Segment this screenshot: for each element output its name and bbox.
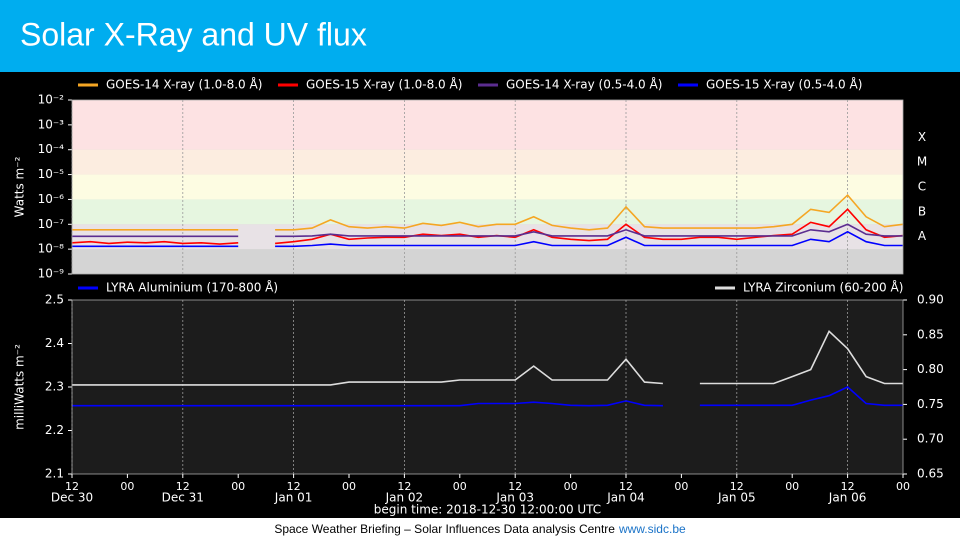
y-tick-label: 10⁻⁹ xyxy=(38,267,65,281)
plot-frame xyxy=(71,99,904,275)
x-tick-label: 00 xyxy=(231,480,245,493)
plot-area xyxy=(72,300,903,474)
y2-tick-label: 0.65 xyxy=(917,467,944,481)
x-axis-label: begin time: 2018-12-30 12:00:00 UTC xyxy=(374,503,601,517)
footer: Space Weather Briefing – Solar Influence… xyxy=(274,522,686,536)
legend-label: GOES-14 X-ray (1.0-8.0 Å) xyxy=(106,77,262,92)
y-tick-label: 10⁻⁸ xyxy=(38,242,65,256)
x-tick-label: 12 xyxy=(508,480,522,493)
y-tick-label: 2.1 xyxy=(45,467,64,481)
y-tick-label: 2.5 xyxy=(45,293,64,307)
series-line xyxy=(72,223,903,238)
x-tick-label: 00 xyxy=(896,480,910,493)
flare-class-label: B xyxy=(918,204,926,218)
x-tick-label: 12 xyxy=(730,480,744,493)
x-tick-label: 12 xyxy=(287,480,301,493)
flare-class-band xyxy=(72,149,903,175)
flare-class-label: M xyxy=(917,155,927,169)
y2-tick-label: 0.75 xyxy=(917,397,944,411)
flare-class-label: X xyxy=(918,130,926,144)
flare-class-band xyxy=(72,100,903,150)
y-tick-label: 10⁻⁴ xyxy=(38,142,65,156)
x-tick-label: 00 xyxy=(674,480,688,493)
x-tick-label: 12 xyxy=(65,480,79,493)
y2-tick-label: 0.85 xyxy=(917,327,944,341)
x-tick-label: 12 xyxy=(397,480,411,493)
series-line xyxy=(72,386,903,407)
legend-label: LYRA Aluminium (170-800 Å) xyxy=(106,280,278,295)
x-tick-label: 12 xyxy=(841,480,855,493)
flare-class-label: C xyxy=(918,180,926,194)
series-line xyxy=(72,230,903,248)
header-bar xyxy=(0,0,960,72)
x-tick-label: 12 xyxy=(176,480,190,493)
x-tick-label: 12 xyxy=(619,480,633,493)
y-tick-label: 2.3 xyxy=(45,380,64,394)
y-tick-label: 10⁻⁵ xyxy=(38,167,65,181)
x-date-label: Jan 01 xyxy=(274,491,313,505)
legend-label: GOES-15 X-ray (1.0-8.0 Å) xyxy=(306,77,462,92)
x-date-label: Dec 31 xyxy=(162,491,204,505)
x-date-label: Jan 02 xyxy=(385,491,424,505)
y-tick-label: 10⁻⁶ xyxy=(38,192,65,206)
y-tick-label: 2.4 xyxy=(45,336,64,350)
y2-tick-label: 0.80 xyxy=(917,362,944,376)
y-tick-label: 10⁻² xyxy=(38,93,65,107)
y-axis-label: Watts m⁻² xyxy=(13,156,27,217)
flare-class-band xyxy=(72,199,903,225)
legend-label: GOES-15 X-ray (0.5-4.0 Å) xyxy=(706,77,862,92)
slide-title: Solar X-Ray and UV flux xyxy=(20,16,367,52)
y-tick-label: 10⁻³ xyxy=(38,117,65,131)
y2-tick-label: 0.90 xyxy=(917,293,944,307)
x-tick-label: 00 xyxy=(120,480,134,493)
y-axis-label: milliWatts m⁻² xyxy=(13,344,27,430)
y2-tick-label: 0.70 xyxy=(917,432,944,446)
footer-text: Space Weather Briefing – Solar Influence… xyxy=(274,522,615,536)
series-line xyxy=(72,329,903,386)
footer-link[interactable]: www.sidc.be xyxy=(618,522,686,536)
y-tick-label: 2.2 xyxy=(45,423,64,437)
series-line xyxy=(72,193,904,231)
x-date-label: Jan 04 xyxy=(606,491,645,505)
x-date-label: Jan 06 xyxy=(828,491,867,505)
x-date-label: Jan 03 xyxy=(495,491,534,505)
legend-label: LYRA Zirconium (60-200 Å) xyxy=(743,280,903,295)
flare-class-band xyxy=(72,174,903,200)
legend-label: GOES-14 X-ray (0.5-4.0 Å) xyxy=(506,77,662,92)
series-line xyxy=(71,208,904,245)
x-tick-label: 00 xyxy=(564,480,578,493)
x-tick-label: 00 xyxy=(785,480,799,493)
flare-class-label: A xyxy=(918,229,927,243)
x-date-label: Dec 30 xyxy=(51,491,93,505)
y-tick-label: 10⁻⁷ xyxy=(38,217,65,231)
x-tick-label: 00 xyxy=(453,480,467,493)
x-tick-label: 00 xyxy=(342,480,356,493)
plot-frame xyxy=(71,299,904,475)
x-date-label: Jan 05 xyxy=(717,491,756,505)
